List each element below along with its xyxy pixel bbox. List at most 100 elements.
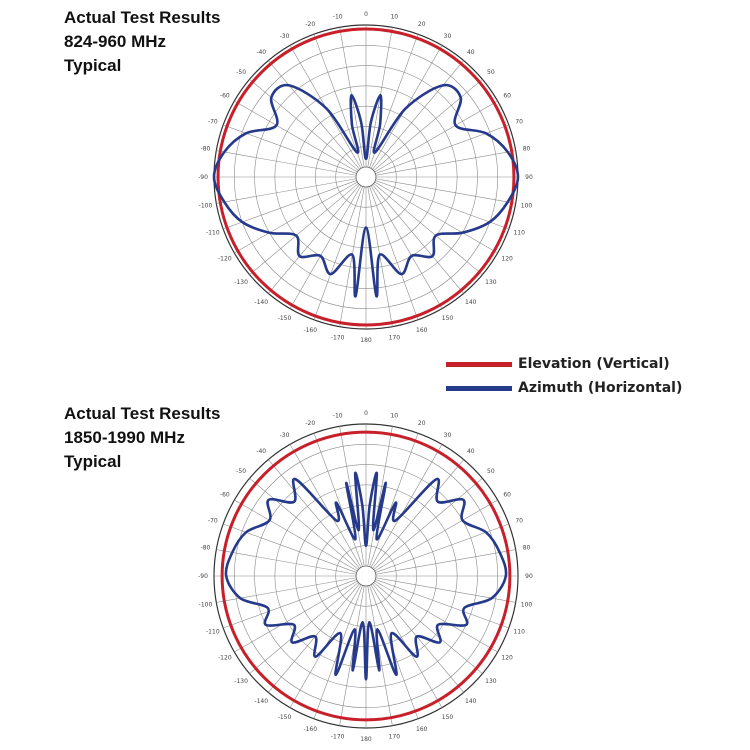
center-ring <box>355 565 377 587</box>
polar-chart-824-960: 0 10 20 30 40 50 60 70 80 90 100 110 120 130 140 150 160… <box>198 11 533 344</box>
grid-spoke <box>289 185 362 309</box>
grid-spoke <box>216 549 357 575</box>
series-line <box>224 471 508 681</box>
grid-spoke <box>313 34 363 168</box>
tick-labels: 0 10 20 30 40 50 60 70 80 90 100 110 120 130 140 150 160… <box>198 11 533 344</box>
angle-tick-label: 160 <box>416 327 428 334</box>
grid-spoke <box>375 523 509 573</box>
grid <box>213 24 519 330</box>
angle-tick-label: -110 <box>206 230 220 237</box>
angle-tick-label: -100 <box>199 202 213 209</box>
angle-tick-label: 100 <box>521 202 533 209</box>
grid-spoke <box>370 185 443 309</box>
angle-tick-label: 110 <box>513 629 525 636</box>
grid-spoke <box>373 183 483 275</box>
angle-tick-label: 90 <box>525 174 533 181</box>
angle-tick-label: -160 <box>303 327 317 334</box>
tick-labels: 0 10 20 30 40 50 60 70 80 90 100 110 120 130 140 150 160… <box>198 410 533 743</box>
grid-spoke <box>374 181 498 254</box>
grid-spoke <box>223 523 357 573</box>
grid-spoke <box>216 178 357 204</box>
grid-spoke <box>223 579 357 629</box>
angle-tick-label: 150 <box>442 315 454 322</box>
grid-spoke <box>372 583 464 693</box>
angle-tick-label: -90 <box>198 174 208 181</box>
title-line: Actual Test Results <box>64 8 221 27</box>
title-line: Typical <box>64 56 122 75</box>
angle-tick-label: -10 <box>333 13 343 20</box>
angle-tick-label: -140 <box>254 299 268 306</box>
angle-tick-label: 130 <box>485 678 497 685</box>
angle-tick-label: -160 <box>303 726 317 733</box>
grid-spoke <box>216 577 357 603</box>
angle-tick-label: 180 <box>360 337 372 344</box>
angle-tick-label: -170 <box>331 734 345 741</box>
grid-spoke <box>339 585 365 726</box>
angle-tick-label: -80 <box>201 545 211 552</box>
grid-spoke <box>339 186 365 327</box>
series-line <box>216 27 516 327</box>
grid-spoke <box>375 150 516 176</box>
chart-title-top: Actual Test Results 824-960 MHz Typical <box>64 6 221 78</box>
series-line <box>212 83 520 298</box>
angle-tick-label: -40 <box>256 49 266 56</box>
angle-tick-label: 80 <box>523 545 531 552</box>
grid-spoke <box>369 34 419 168</box>
angle-tick-label: -70 <box>208 118 218 125</box>
angle-tick-label: -120 <box>218 256 232 263</box>
angle-tick-label: -140 <box>254 698 268 705</box>
angle-tick-label: 40 <box>467 448 475 455</box>
legend-label: Azimuth (Horizontal) <box>518 380 683 396</box>
angle-tick-label: 0 <box>364 410 368 417</box>
angle-tick-label: -120 <box>218 655 232 662</box>
grid-spoke <box>375 577 516 603</box>
legend-label: Elevation (Vertical) <box>518 356 670 372</box>
legend-item-azimuth: Azimuth (Horizontal) <box>446 376 682 400</box>
grid-spoke <box>268 60 360 170</box>
angle-tick-label: -150 <box>278 315 292 322</box>
grid-spoke <box>375 549 516 575</box>
angle-tick-label: 100 <box>521 601 533 608</box>
grid-spoke <box>370 444 443 568</box>
grid-spoke <box>249 183 359 275</box>
angle-tick-label: 180 <box>360 736 372 743</box>
chart-title-bottom: Actual Test Results 1850-1990 MHz Typica… <box>64 402 221 474</box>
angle-tick-label: -50 <box>236 468 246 475</box>
angle-tick-label: 120 <box>501 256 513 263</box>
grid-spoke <box>234 580 358 653</box>
series <box>220 430 512 722</box>
angle-tick-label: 10 <box>390 13 398 20</box>
angle-tick-label: 140 <box>465 698 477 705</box>
angle-tick-label: 170 <box>389 335 401 342</box>
angle-tick-label: -60 <box>220 93 230 100</box>
angle-tick-label: 60 <box>503 492 511 499</box>
grid-spoke <box>372 459 464 569</box>
grid-spoke <box>375 180 509 230</box>
grid-spoke <box>374 580 498 653</box>
grid-spoke <box>375 124 509 174</box>
title-line: Actual Test Results <box>64 404 221 423</box>
title-line: 824-960 MHz <box>64 32 167 51</box>
angle-tick-label: 90 <box>525 573 533 580</box>
grid-spoke <box>373 478 483 570</box>
angle-tick-label: -20 <box>305 21 315 28</box>
angle-tick-label: 150 <box>442 714 454 721</box>
angle-tick-label: 140 <box>465 299 477 306</box>
grid-spoke <box>268 583 360 693</box>
legend-item-elevation: Elevation (Vertical) <box>446 352 682 376</box>
angle-tick-label: 50 <box>487 468 495 475</box>
grid-spoke <box>374 499 498 572</box>
grid-spoke <box>249 582 359 674</box>
angle-tick-label: 60 <box>503 93 511 100</box>
angle-tick-label: -40 <box>256 448 266 455</box>
grid <box>213 423 519 729</box>
angle-tick-label: 70 <box>515 517 523 524</box>
angle-tick-label: 110 <box>513 230 525 237</box>
grid-spoke <box>268 184 360 294</box>
grid-spoke <box>372 184 464 294</box>
angle-tick-label: 70 <box>515 118 523 125</box>
angle-tick-label: 10 <box>390 412 398 419</box>
grid-spoke <box>313 186 363 320</box>
grid-spoke <box>268 459 360 569</box>
angle-tick-label: -60 <box>220 492 230 499</box>
